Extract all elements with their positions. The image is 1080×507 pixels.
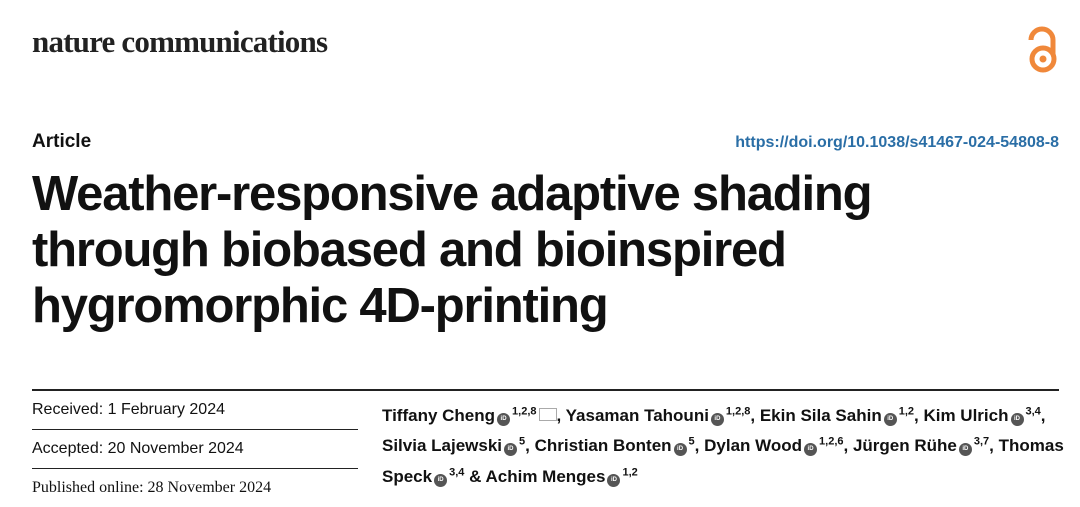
affiliation-numbers: 3,4 (449, 466, 465, 479)
orcid-icon[interactable]: iD (504, 443, 518, 457)
orcid-icon[interactable]: iD (673, 443, 687, 457)
author-name[interactable]: Silvia Lajewski (382, 436, 503, 456)
author: Silvia Lajewski iD5, (382, 435, 535, 457)
author: Yasaman Tahouni iD1,2,8, (565, 405, 760, 426)
author-name[interactable]: Dylan Wood (704, 436, 803, 456)
affiliation-numbers: 1,2,6 (819, 435, 844, 448)
title-line: hygromorphic 4D-printing (32, 279, 609, 333)
author-name[interactable]: Tiffany Cheng (382, 405, 496, 425)
author-list: Tiffany Cheng iD1,2,8, Yasaman Tahouni iD1… (382, 398, 1072, 490)
author-name[interactable]: Achim Menges (485, 466, 606, 486)
orcid-icon[interactable]: iD (607, 473, 621, 487)
journal-logo[interactable]: nature communications (32, 24, 328, 59)
published-date: Published online: 28 November 2024 (32, 479, 272, 496)
orcid-icon[interactable]: iD (804, 443, 818, 457)
author-name[interactable]: Kim Ulrich (923, 405, 1009, 425)
open-access-lock-icon (1026, 26, 1060, 79)
affiliation-numbers: 1,2,8 (725, 405, 751, 417)
author: Achim Menges iD1,2 (485, 466, 638, 487)
affiliation-numbers: 1,2 (622, 466, 638, 479)
affiliation-numbers: 3,7 (973, 435, 990, 448)
author-name[interactable]: Yasaman Tahouni (565, 405, 709, 425)
doi-link[interactable]: https://doi.org/10.1038/s41467-024-54808… (735, 134, 1059, 151)
dates-panel: Received: 1 February 2024 Accepted: 20 N… (32, 391, 358, 507)
journal-accent-bar (32, 13, 1059, 20)
author-name[interactable]: Jürgen Rühe (852, 436, 957, 456)
article-title: Weather-responsive adaptive shading thro… (32, 166, 1032, 334)
title-line: through biobased and bioinspired (32, 223, 787, 277)
article-type: Article (32, 131, 92, 152)
affiliation-numbers: 5 (519, 435, 526, 448)
affiliation-numbers: 1,2,8 (512, 405, 537, 417)
affiliation-numbers: 1,2 (898, 405, 915, 417)
affiliation-numbers: 3,4 (1025, 405, 1041, 417)
author: Jürgen Rühe iD3,7, (852, 435, 999, 457)
author: Kim Ulrich iD3,4, (923, 405, 1046, 426)
orcid-icon[interactable]: iD (883, 412, 897, 426)
author: Dylan Wood iD1,2,6, (704, 435, 853, 457)
author-name[interactable]: Thomas Speck (382, 436, 1064, 486)
orcid-icon[interactable]: iD (958, 443, 972, 457)
author-name[interactable]: Ekin Sila Sahin (759, 405, 882, 425)
title-line: Weather-responsive adaptive shading (32, 167, 873, 221)
accepted-date: Accepted: 20 November 2024 (32, 430, 358, 469)
author: Ekin Sila Sahin iD1,2, (759, 405, 924, 426)
email-icon[interactable] (538, 407, 557, 421)
author: Tiffany Cheng iD1,2,8, (382, 405, 566, 426)
orcid-icon[interactable]: iD (497, 412, 511, 426)
orcid-icon[interactable]: iD (710, 412, 724, 426)
divider (32, 389, 1059, 391)
received-date: Received: 1 February 2024 (32, 391, 358, 430)
author-name[interactable]: Christian Bonten (534, 436, 672, 456)
author: Christian Bonten iD5, (534, 435, 705, 457)
affiliation-numbers: 5 (688, 435, 695, 448)
orcid-icon[interactable]: iD (1010, 412, 1024, 426)
author: Thomas Speck iD3,4 & (382, 436, 1064, 487)
orcid-icon[interactable]: iD (434, 473, 448, 487)
